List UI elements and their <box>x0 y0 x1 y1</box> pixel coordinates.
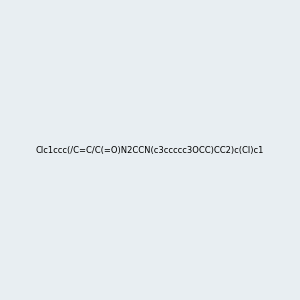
Text: Clc1ccc(/C=C/C(=O)N2CCN(c3ccccc3OCC)CC2)c(Cl)c1: Clc1ccc(/C=C/C(=O)N2CCN(c3ccccc3OCC)CC2)… <box>36 146 264 154</box>
